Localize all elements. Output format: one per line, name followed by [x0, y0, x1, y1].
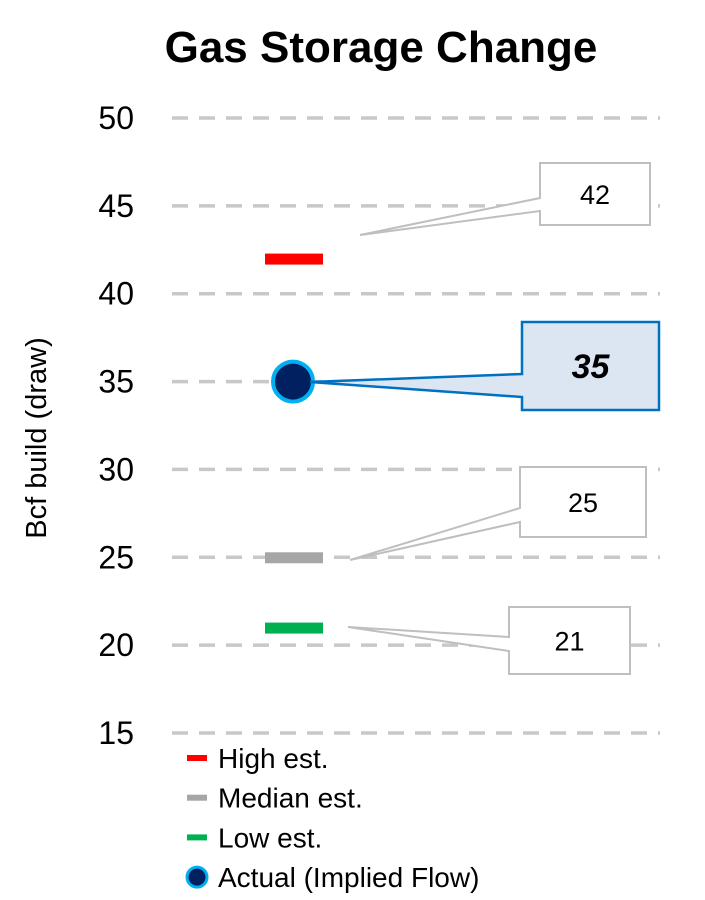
high-est-legend-label: High est. [218, 743, 329, 774]
low-est-value-label: 21 [554, 627, 584, 657]
high-est-callout-box [359, 162, 651, 236]
chart-title: Gas Storage Change [165, 23, 598, 72]
y-tick-label: 45 [98, 188, 134, 224]
median-est-callout-box [349, 466, 647, 561]
low-est-legend-swatch [187, 834, 207, 841]
low-est-marker [265, 622, 323, 634]
median-est-value-label: 25 [568, 488, 598, 518]
data-marks [265, 253, 323, 634]
data-label-callouts: 42 25 21 35 [309, 162, 661, 675]
high-est-marker [265, 253, 323, 265]
low-est-legend-label: Low est. [218, 822, 322, 853]
y-tick-label: 15 [98, 715, 134, 751]
y-tick-labels: 15 20 25 30 35 40 45 50 [98, 100, 134, 751]
high-est-legend-swatch [187, 755, 207, 761]
median-est-legend-swatch [187, 794, 207, 801]
y-tick-label: 20 [98, 627, 134, 663]
actual-implied-flow-legend-label: Actual (Implied Flow) [218, 862, 479, 893]
low-est-callout-box [347, 606, 631, 675]
actual-implied-flow-marker [271, 359, 315, 404]
high-est-value-label: 42 [580, 180, 610, 210]
y-tick-label: 30 [98, 451, 134, 487]
median-est-legend-label: Median est. [218, 783, 363, 814]
legend: High est. Median est. Low est. Actual (Impl… [185, 743, 479, 893]
actual-implied-flow-legend-swatch [185, 865, 209, 889]
y-tick-label: 25 [98, 539, 134, 575]
actual-implied-flow-callout-box [309, 320, 661, 412]
y-tick-label: 50 [98, 100, 134, 136]
y-tick-label: 35 [98, 364, 134, 400]
actual-implied-flow-value-label: 35 [572, 348, 611, 386]
y-tick-label: 40 [98, 276, 134, 312]
y-axis-label: Bcf build (draw) [21, 337, 53, 538]
median-est-marker [265, 552, 323, 564]
